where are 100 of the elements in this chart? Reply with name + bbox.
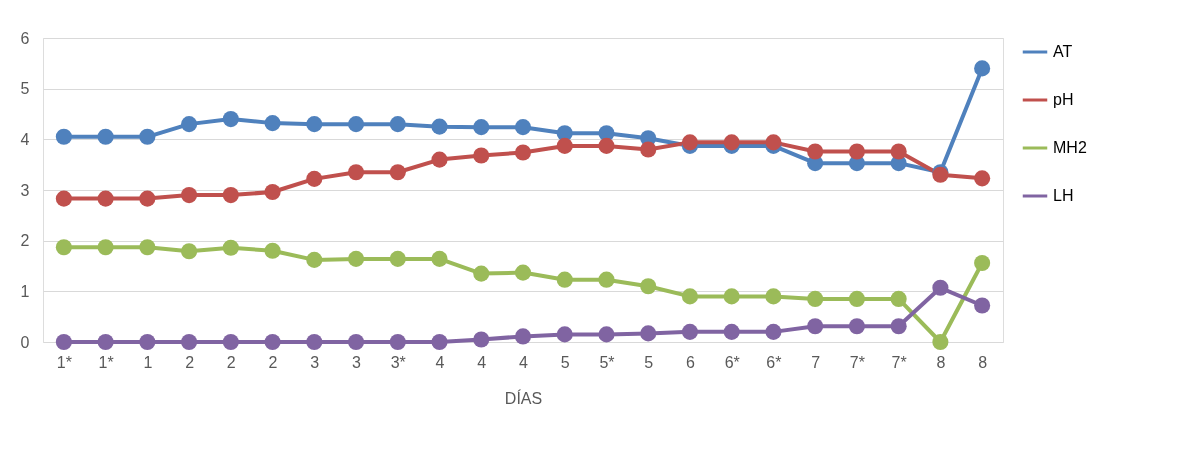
point — [807, 143, 824, 160]
point — [306, 333, 323, 351]
point — [222, 239, 239, 256]
x-tick-label: 8 — [978, 353, 988, 371]
point — [264, 115, 281, 132]
point — [264, 183, 281, 201]
legend-label: MH2 — [1053, 139, 1087, 156]
point — [807, 318, 824, 335]
point — [890, 290, 907, 307]
point — [431, 333, 448, 351]
legend-label: pH — [1053, 91, 1074, 108]
x-tick-label: 5 — [560, 353, 570, 371]
point — [347, 116, 365, 133]
y-tick-label: 4 — [20, 130, 30, 148]
x-tick-label: 3 — [352, 353, 362, 371]
point — [556, 271, 573, 288]
point — [222, 111, 239, 128]
point — [306, 170, 323, 187]
x-tick-label: 4 — [477, 353, 487, 371]
point — [890, 318, 907, 335]
point — [681, 323, 699, 340]
point — [181, 116, 198, 133]
point — [306, 251, 323, 268]
point — [598, 137, 615, 154]
point — [514, 328, 532, 345]
y-tick-label: 3 — [20, 181, 30, 199]
point — [640, 325, 657, 342]
point — [598, 326, 615, 343]
x-tick-label: 2 — [226, 353, 236, 371]
point — [97, 239, 114, 256]
y-tick-label: 1 — [20, 282, 30, 300]
x-tick-label: 4 — [435, 353, 445, 371]
point — [681, 288, 699, 305]
point — [514, 144, 532, 161]
point — [890, 143, 907, 160]
point — [347, 250, 365, 267]
point — [264, 333, 281, 351]
point — [765, 323, 782, 340]
point — [640, 278, 657, 295]
point — [514, 264, 532, 281]
point — [389, 250, 406, 267]
point — [181, 243, 198, 260]
x-tick-label: 8 — [936, 353, 946, 371]
x-axis-title: DÍAS — [504, 388, 543, 407]
x-tick-label: 7 — [811, 353, 821, 371]
point — [473, 331, 490, 348]
x-tick-label: 6* — [766, 353, 782, 371]
y-tick-label: 5 — [20, 80, 30, 98]
point — [974, 170, 991, 187]
point — [598, 271, 615, 288]
point — [514, 119, 532, 136]
point — [723, 288, 740, 305]
x-tick-label: 3 — [310, 353, 320, 371]
point — [556, 326, 573, 343]
point — [139, 239, 156, 256]
x-tick-label: 2 — [268, 353, 278, 371]
y-tick-label: 6 — [20, 29, 30, 47]
point — [139, 190, 156, 207]
point — [723, 323, 740, 340]
point — [181, 333, 198, 351]
point — [765, 288, 782, 305]
x-tick-label: 3* — [390, 353, 406, 371]
point — [932, 279, 949, 296]
point — [97, 190, 114, 207]
x-tick-label: 7* — [891, 353, 907, 371]
point — [139, 128, 156, 145]
point — [848, 143, 865, 160]
point — [389, 116, 406, 133]
point — [97, 333, 114, 351]
point — [473, 119, 490, 136]
point — [389, 164, 406, 181]
point — [97, 128, 114, 145]
legend-label: AT — [1053, 43, 1073, 60]
point — [848, 290, 865, 307]
point — [55, 190, 72, 207]
x-tick-label: 6* — [724, 353, 740, 371]
y-tick-label: 0 — [20, 333, 30, 351]
x-tick-label: 1 — [143, 353, 153, 371]
point — [431, 250, 448, 267]
point — [347, 333, 365, 351]
point — [222, 187, 239, 204]
x-tick-label: 6 — [686, 353, 695, 371]
x-tick-label: 7* — [849, 353, 865, 371]
x-tick-label: 1* — [98, 353, 114, 371]
point — [55, 333, 72, 351]
x-tick-label: 2 — [185, 353, 195, 371]
point — [264, 242, 281, 259]
point — [55, 128, 72, 145]
point — [640, 141, 657, 158]
legend-label: LH — [1053, 187, 1074, 204]
point — [556, 137, 573, 154]
point — [974, 297, 991, 314]
point — [473, 265, 490, 282]
point — [974, 254, 991, 272]
point — [431, 151, 448, 168]
x-tick-label: 4 — [519, 353, 529, 371]
point — [306, 116, 323, 133]
point — [848, 318, 865, 335]
x-tick-label: 5 — [644, 353, 654, 371]
point — [139, 333, 156, 351]
